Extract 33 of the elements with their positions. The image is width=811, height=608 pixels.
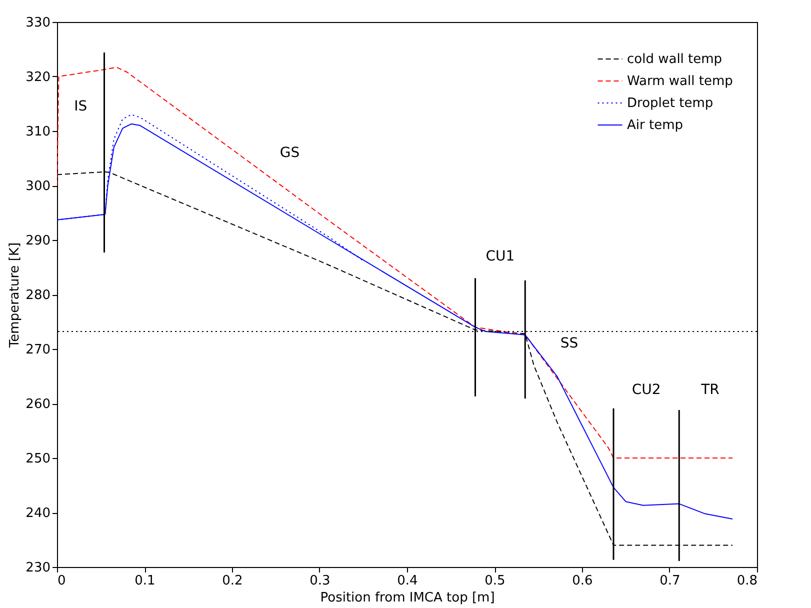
y-tick-label: 280 bbox=[26, 288, 50, 303]
x-tick-label: 0.4 bbox=[397, 574, 418, 588]
y-tick-label: 310 bbox=[26, 124, 50, 140]
x-tick-label: 0.7 bbox=[660, 574, 680, 588]
y-tick-label: 270 bbox=[26, 342, 50, 358]
x-tick-label: 0.5 bbox=[484, 574, 506, 588]
x-axis-title: Position from IMCA top [m] bbox=[320, 590, 495, 606]
legend-label: cold wall temp bbox=[627, 52, 722, 67]
y-tick-label: 320 bbox=[26, 70, 50, 85]
x-tick-label: 0.8 bbox=[736, 574, 758, 588]
legend-label: Droplet temp bbox=[627, 96, 714, 111]
y-axis-title: Temperature [K] bbox=[8, 242, 23, 349]
x-tick-label: 0.2 bbox=[222, 574, 243, 588]
annotation: CU1 bbox=[486, 248, 515, 264]
legend-label: Air temp bbox=[627, 118, 683, 133]
y-tick-label: 250 bbox=[26, 452, 50, 466]
line-series bbox=[57, 66, 733, 458]
annotation: IS bbox=[74, 98, 88, 114]
y-tick-label: 290 bbox=[26, 234, 50, 248]
y-tick-label: 330 bbox=[26, 16, 50, 30]
y-tick-label: 230 bbox=[26, 560, 50, 576]
legend-label: Warm wall temp bbox=[627, 74, 733, 89]
annotation: GS bbox=[280, 144, 300, 161]
x-tick-label: 0.3 bbox=[310, 574, 330, 588]
annotation: SS bbox=[560, 336, 578, 352]
x-tick-label: 0.6 bbox=[572, 574, 593, 588]
annotation: CU2 bbox=[632, 382, 661, 398]
y-tick-label: 300 bbox=[26, 179, 50, 194]
x-tick-label: 0 bbox=[58, 574, 66, 588]
annotation: TR bbox=[700, 382, 720, 398]
x-tick-label: 0.1 bbox=[134, 574, 156, 588]
y-tick-label: 260 bbox=[26, 397, 50, 412]
y-tick-label: 240 bbox=[26, 506, 50, 521]
